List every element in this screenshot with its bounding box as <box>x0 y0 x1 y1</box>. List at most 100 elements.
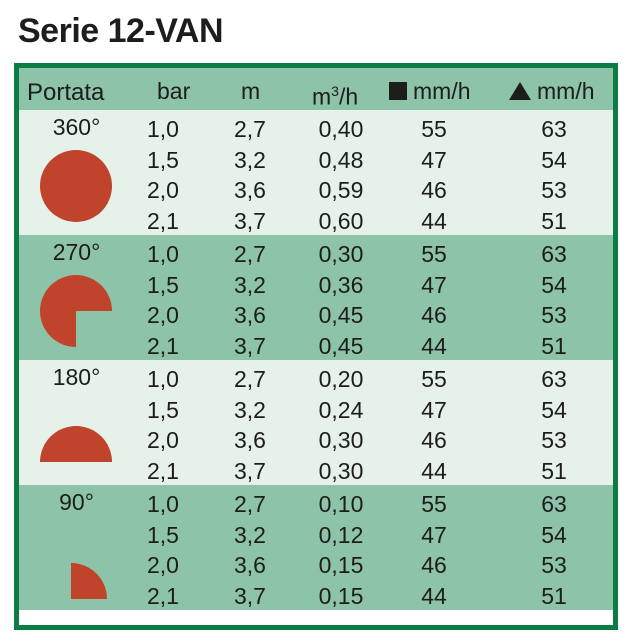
cell-q: 0,59 <box>318 177 364 203</box>
sector-angle: 360° <box>52 114 101 140</box>
cell-sq: 55 <box>421 241 447 267</box>
cell-tr: 53 <box>541 427 567 453</box>
cell-tr: 54 <box>541 396 567 423</box>
cell-sq: 55 <box>421 116 447 142</box>
square-icon <box>389 81 407 100</box>
sector-group: 90° 1,0 2,7 0,10 55 63 1,5 3,2 0,12 47 54 2,0 3,6 0,1… <box>19 485 613 610</box>
full-circle-icon <box>36 146 116 231</box>
cell-q: 0,45 <box>318 332 364 359</box>
cell-m: 3,6 <box>234 427 266 453</box>
cell-bar: 1,5 <box>147 396 179 423</box>
header-triangle-label: mm/h <box>537 78 595 104</box>
cell-bar: 2,0 <box>147 427 179 453</box>
cell-tr: 54 <box>541 521 567 548</box>
cell-tr: 51 <box>541 332 567 359</box>
cell-bar: 2,0 <box>147 552 179 578</box>
cell-m: 3,6 <box>234 552 266 578</box>
cell-m: 3,6 <box>234 302 266 328</box>
cell-m: 3,2 <box>234 146 266 173</box>
half-circle-icon <box>36 422 116 471</box>
header-flow-unit: /h <box>338 83 359 110</box>
cell-m: 3,2 <box>234 271 266 298</box>
cell-m: 2,7 <box>234 116 266 142</box>
cell-bar: 2,1 <box>147 457 179 484</box>
cell-tr: 63 <box>541 241 567 267</box>
cell-tr: 51 <box>541 207 567 234</box>
cell-tr: 63 <box>541 366 567 392</box>
cell-tr: 53 <box>541 302 567 328</box>
cell-tr: 53 <box>541 177 567 203</box>
header-flow-sup: 3 <box>331 83 339 99</box>
header-flow: m3/h <box>312 76 358 112</box>
cell-bar: 1,5 <box>147 521 179 548</box>
cell-q: 0,30 <box>318 241 364 267</box>
cell-q: 0,30 <box>318 427 364 453</box>
cell-sq: 55 <box>421 491 447 517</box>
sector-group: 180° 1,0 2,7 0,20 55 63 1,5 3,2 0,24 47 54 2,0 3,6 0,… <box>19 360 613 485</box>
cell-m: 3,7 <box>234 332 266 359</box>
cell-sq: 47 <box>421 521 447 548</box>
header-m: m <box>241 78 261 104</box>
cell-bar: 1,0 <box>147 116 179 142</box>
cell-q: 0,40 <box>318 116 364 142</box>
three-quarter-circle-icon <box>36 271 116 356</box>
cell-q: 0,15 <box>318 582 364 609</box>
performance-table: Portata bar m m3/h mm/h mm/h 360° 1,0 2,7 0… <box>14 63 618 630</box>
cell-bar: 1,0 <box>147 491 179 517</box>
cell-m: 2,7 <box>234 241 266 267</box>
cell-q: 0,60 <box>318 207 364 234</box>
cell-m: 3,6 <box>234 177 266 203</box>
cell-m: 3,7 <box>234 457 266 484</box>
cell-tr: 51 <box>541 582 567 609</box>
cell-q: 0,30 <box>318 457 364 484</box>
cell-q: 0,45 <box>318 302 364 328</box>
page-title: Serie 12-VAN <box>18 12 224 50</box>
cell-tr: 54 <box>541 271 567 298</box>
cell-bar: 1,5 <box>147 271 179 298</box>
sector-angle: 90° <box>59 489 94 515</box>
cell-q: 0,10 <box>318 491 364 517</box>
cell-sq: 44 <box>421 207 447 234</box>
cell-bar: 2,0 <box>147 302 179 328</box>
cell-q: 0,36 <box>318 271 364 298</box>
cell-sq: 47 <box>421 271 447 298</box>
cell-sq: 46 <box>421 177 447 203</box>
header-bar: bar <box>157 78 191 104</box>
cell-q: 0,20 <box>318 366 364 392</box>
triangle-icon <box>509 81 531 100</box>
cell-sq: 47 <box>421 146 447 173</box>
cell-m: 3,2 <box>234 396 266 423</box>
header-triangle-rate: mm/h <box>509 76 595 106</box>
cell-sq: 55 <box>421 366 447 392</box>
sector-angle: 180° <box>52 364 101 390</box>
cell-tr: 51 <box>541 457 567 484</box>
sector-group: 360° 1,0 2,7 0,40 55 63 1,5 3,2 0,48 47 54 2,0 3,6 0,… <box>19 110 613 235</box>
cell-q: 0,24 <box>318 396 364 423</box>
cell-sq: 44 <box>421 457 447 484</box>
sector-group: 270° 1,0 2,7 0,30 55 63 1,5 3,2 0,36 47 54 2,0 3,6 0,… <box>19 235 613 360</box>
cell-bar: 1,5 <box>147 146 179 173</box>
header-square-label: mm/h <box>413 78 471 104</box>
cell-tr: 53 <box>541 552 567 578</box>
cell-bar: 2,0 <box>147 177 179 203</box>
table-header: Portata bar m m3/h mm/h mm/h <box>19 68 613 110</box>
cell-m: 3,7 <box>234 207 266 234</box>
cell-sq: 44 <box>421 582 447 609</box>
cell-m: 2,7 <box>234 366 266 392</box>
cell-bar: 2,1 <box>147 332 179 359</box>
cell-sq: 46 <box>421 427 447 453</box>
quarter-circle-icon <box>67 559 111 608</box>
sector-angle: 270° <box>52 239 101 265</box>
cell-sq: 46 <box>421 552 447 578</box>
cell-q: 0,48 <box>318 146 364 173</box>
cell-tr: 54 <box>541 146 567 173</box>
cell-sq: 44 <box>421 332 447 359</box>
cell-m: 3,7 <box>234 582 266 609</box>
cell-q: 0,15 <box>318 552 364 578</box>
cell-tr: 63 <box>541 116 567 142</box>
cell-m: 2,7 <box>234 491 266 517</box>
cell-bar: 2,1 <box>147 582 179 609</box>
cell-sq: 47 <box>421 396 447 423</box>
cell-q: 0,12 <box>318 521 364 548</box>
cell-sq: 46 <box>421 302 447 328</box>
